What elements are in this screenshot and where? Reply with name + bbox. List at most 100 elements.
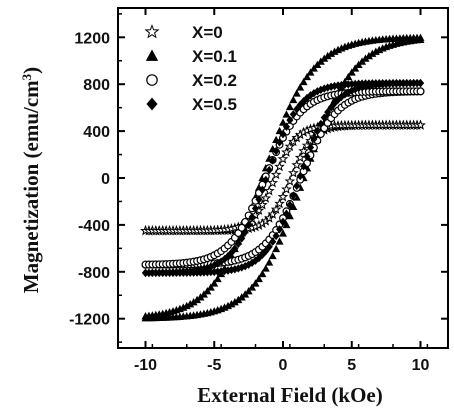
data-point — [277, 153, 289, 164]
svg-text:Magnetization (emu/cm3): Magnetization (emu/cm3) — [19, 67, 44, 293]
data-point — [279, 118, 287, 126]
y-tick-label: 0 — [101, 171, 110, 188]
data-point — [213, 274, 222, 283]
y-axis-title-close: ) — [19, 67, 43, 74]
y-tick-label: 800 — [83, 77, 110, 94]
data-point — [245, 220, 253, 230]
data-point — [306, 68, 315, 76]
legend-label: X=0.1 — [192, 47, 237, 66]
legend-item: X=0 — [144, 23, 223, 42]
y-axis-title-sup: 3 — [19, 73, 34, 80]
series-X=0.2 — [141, 87, 425, 269]
data-point — [258, 269, 267, 278]
data-point — [299, 77, 308, 86]
data-point — [272, 146, 280, 156]
data-point — [298, 145, 309, 156]
data-point — [293, 181, 301, 191]
x-tick-label: 10 — [412, 357, 430, 374]
data-point — [237, 223, 246, 232]
data-point — [262, 175, 270, 185]
data-point — [286, 115, 294, 125]
data-point — [284, 140, 296, 152]
data-point — [275, 237, 284, 245]
data-point — [327, 49, 336, 57]
data-point — [415, 119, 426, 130]
data-point — [313, 126, 321, 136]
data-point — [275, 225, 284, 234]
legend-marker — [146, 74, 158, 86]
data-point — [251, 279, 260, 287]
data-point — [238, 234, 246, 243]
y-tick-label: 1200 — [74, 30, 110, 47]
data-point — [267, 177, 279, 188]
data-point — [344, 72, 353, 81]
data-point — [296, 83, 305, 91]
data-point — [206, 283, 215, 291]
legend-marker — [145, 49, 159, 61]
data-point — [289, 191, 297, 200]
x-tick-label: 0 — [279, 357, 288, 374]
legend-marker — [144, 24, 160, 39]
data-point — [210, 279, 219, 287]
data-point — [416, 33, 425, 41]
plot-frame — [117, 7, 449, 349]
series-X=0.5 — [141, 78, 425, 278]
data-point — [364, 51, 373, 60]
data-point — [285, 102, 294, 111]
data-point — [303, 72, 312, 81]
legend-marker — [146, 97, 158, 111]
data-point — [292, 89, 301, 97]
legend-item: X=0.2 — [146, 71, 237, 90]
data-point — [260, 192, 272, 203]
data-point — [289, 202, 298, 211]
data-point — [361, 54, 370, 62]
data-point — [274, 198, 285, 209]
data-point — [300, 161, 308, 171]
series-X=0.1 — [141, 33, 425, 322]
data-point — [277, 191, 289, 202]
y-tick-label: 400 — [83, 124, 110, 141]
data-point — [193, 295, 202, 304]
data-point — [282, 110, 291, 118]
data-point — [265, 242, 273, 251]
data-point — [289, 95, 298, 104]
data-point — [416, 87, 425, 96]
axes: -10 -5 0 5 10 -1200 -800 -400 0 400 800 1200 — [69, 8, 448, 374]
data-point — [234, 239, 242, 249]
data-point — [320, 54, 329, 62]
data-point — [330, 81, 339, 91]
data-point — [281, 146, 292, 157]
data-point — [279, 129, 287, 139]
plot-area — [117, 7, 449, 349]
y-tick-label: -800 — [78, 265, 110, 282]
data-point — [269, 237, 277, 246]
data-point — [310, 134, 318, 144]
data-point — [281, 183, 292, 194]
data-point — [241, 227, 249, 237]
legend-item: X=0.5 — [146, 95, 237, 114]
data-point — [287, 167, 299, 178]
data-point — [285, 211, 294, 220]
data-point — [261, 264, 270, 272]
y-tick-label: -400 — [78, 218, 110, 235]
legend-label: X=0 — [192, 23, 223, 42]
data-point — [303, 152, 311, 161]
data-point — [265, 165, 273, 175]
data-point — [416, 78, 425, 88]
x-tick-label: -5 — [207, 357, 221, 374]
data-point — [279, 217, 287, 227]
data-point — [258, 185, 266, 195]
data-point — [275, 138, 284, 147]
data-point — [337, 92, 346, 102]
data-point — [289, 110, 297, 119]
data-point — [327, 103, 335, 112]
data-point — [282, 209, 291, 218]
data-point — [294, 152, 306, 163]
data-point — [248, 283, 257, 291]
y-tick-label: -1200 — [69, 312, 110, 329]
data-point — [282, 220, 291, 229]
data-point — [186, 300, 195, 308]
data-point — [231, 244, 239, 253]
data-point — [291, 159, 303, 170]
